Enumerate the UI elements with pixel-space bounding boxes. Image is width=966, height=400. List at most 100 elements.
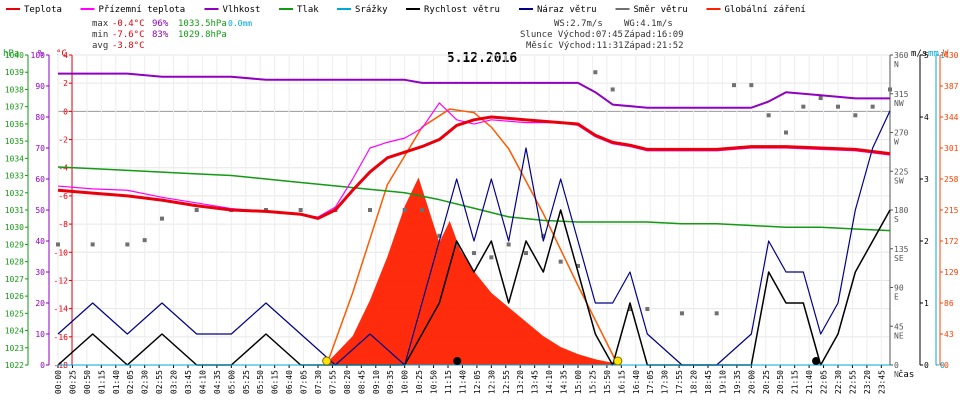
sunrise-marker (322, 356, 332, 366)
stats-max-hum: 96% (152, 19, 169, 29)
legend-label-2: Vlhkost (223, 5, 261, 15)
dir-tick-label-3: 135 (894, 245, 909, 254)
ms-tick-label-2: 2 (924, 237, 929, 246)
wind-dir-point-18 (524, 251, 528, 256)
info-sun: Slunce Východ:07:45 (520, 30, 623, 40)
stats-avg-temp: -3.8°C (112, 41, 145, 51)
hpa-tick-label-3: 1025 (5, 309, 24, 318)
wm2-tick-label-0: 0 (944, 361, 949, 370)
xtick-label-15: 06:15 (271, 370, 280, 394)
wind-dir-point-31 (784, 130, 788, 135)
axes: 1022102310241025102610271028102910301031… (5, 51, 959, 379)
series-line-n-raz-v-tru (57, 110, 891, 366)
axis-label-degc: °C (56, 49, 67, 59)
xtick-label-4: 01:40 (112, 370, 121, 394)
dir-tick-dir-3: SE (894, 254, 904, 263)
legend-label-3: Tlak (297, 5, 319, 15)
dir-tick-dir-6: W (894, 138, 899, 147)
hpa-tick-label-10: 1032 (5, 189, 24, 198)
xtick-label-35: 14:35 (560, 370, 569, 394)
legend-label-6: Náraz větru (537, 5, 597, 15)
legend-label-8: Globální záření (725, 5, 806, 15)
wind-dir-point-15 (472, 251, 476, 256)
wind-dir-point-10 (368, 208, 372, 212)
series-line-tlak (57, 166, 891, 232)
hpa-tick-label-18: 1040 (5, 51, 24, 60)
dir-tick-dir-0: N (894, 370, 899, 379)
wind-dir-point-25 (645, 307, 650, 312)
xtick-label-48: 20:00 (747, 370, 756, 394)
xtick-label-56: 23:20 (863, 370, 872, 394)
xtick-label-54: 22:30 (834, 370, 843, 394)
xtick-label-12: 05:00 (227, 370, 236, 394)
degc-tick-label-9: 0 (63, 107, 68, 116)
wind-dir-point-2 (125, 242, 130, 247)
pct-tick-label-2: 20 (35, 299, 45, 308)
xtick-label-22: 09:10 (372, 370, 381, 394)
dir-tick-label-1: 45 (894, 322, 904, 331)
hpa-tick-label-1: 1023 (5, 344, 24, 353)
wm2-tick-label-6: 258 (944, 175, 959, 184)
stats-max-rain: 0.0mm (228, 19, 252, 28)
wind-dir-point-19 (541, 233, 546, 238)
wind-dir-point-0 (56, 242, 60, 247)
legend-label-5: Rychlost větru (424, 5, 500, 15)
hpa-tick-label-15: 1037 (5, 103, 24, 112)
dir-tick-label-7: 315 (894, 90, 909, 99)
xtick-label-23: 09:35 (386, 370, 395, 394)
pct-tick-label-6: 60 (35, 175, 45, 184)
pct-tick-label-8: 80 (35, 113, 45, 122)
xtick-label-38: 15:50 (603, 370, 612, 394)
wm2-tick-label-7: 301 (944, 144, 959, 153)
ms-tick-label-0: 0 (924, 361, 929, 370)
xtick-label-40: 16:40 (632, 370, 641, 394)
xtick-label-37: 15:25 (588, 370, 597, 394)
hpa-tick-label-6: 1028 (5, 258, 24, 267)
xtick-label-39: 16:15 (617, 370, 626, 394)
xtick-label-46: 19:10 (718, 370, 727, 394)
xtick-label-21: 08:45 (357, 370, 366, 394)
legend-label-7: Směr větru (634, 5, 688, 15)
info-sun-set: Západ:16:09 (624, 30, 684, 40)
info-wg: WG:4.1m/s (624, 19, 673, 29)
ms-tick-label-1: 1 (924, 299, 929, 308)
grid: 00:00 00:25 00:50 01:15 01:40 02:05 02:30 02:55… (54, 54, 890, 394)
hpa-tick-label-2: 1024 (5, 327, 24, 336)
xtick-label-30: 12:30 (487, 370, 496, 394)
wind-dir-point-26 (680, 311, 684, 316)
wind-dir-point-23 (610, 87, 615, 92)
xtick-label-34: 14:10 (545, 370, 554, 394)
xtick-label-28: 11:40 (458, 370, 467, 394)
hpa-tick-label-8: 1030 (5, 223, 24, 232)
legend: Teplota Přízemní teplota Vlhkost Tlak Srážky… (6, 5, 806, 15)
legend-label-4: Srážky (355, 5, 388, 15)
wind-dir-point-24 (628, 307, 632, 312)
series-line-vlhkost (58, 72, 890, 109)
wind-dir-point-12 (420, 208, 424, 212)
pct-tick-label-0: 0 (40, 361, 45, 370)
dir-tick-dir-5: SW (894, 176, 904, 185)
degc-tick-label-2: -14 (54, 305, 69, 314)
wind-dir-point-34 (836, 104, 840, 109)
wind-dir-point-35 (853, 113, 858, 118)
xtick-label-47: 19:35 (733, 370, 742, 394)
hpa-tick-label-12: 1034 (5, 154, 24, 163)
stats-min-hum: 83% (152, 30, 169, 40)
xtick-label-36: 15:00 (574, 370, 583, 394)
xtick-label-45: 18:45 (704, 370, 713, 394)
pct-tick-label-9: 90 (35, 82, 45, 91)
wind-dir-point-13 (437, 233, 442, 238)
dir-tick-label-6: 270 (894, 129, 909, 138)
xtick-label-1: 00:25 (68, 370, 77, 394)
axis-label-wm2: W (943, 49, 949, 59)
dir-tick-dir-2: E (894, 293, 899, 302)
legend-label-0: Teplota (24, 5, 62, 15)
hpa-tick-label-4: 1026 (5, 292, 24, 301)
info-moon-set: Západ:21:52 (624, 41, 684, 51)
degc-tick-label-10: 2 (63, 79, 68, 88)
xtick-label-24: 10:00 (401, 370, 410, 394)
series-radiation-theoretical (325, 108, 619, 366)
degc-tick-label-7: -4 (58, 164, 68, 173)
pct-tick-label-1: 10 (35, 330, 45, 339)
wind-dir-point-11 (402, 208, 407, 212)
